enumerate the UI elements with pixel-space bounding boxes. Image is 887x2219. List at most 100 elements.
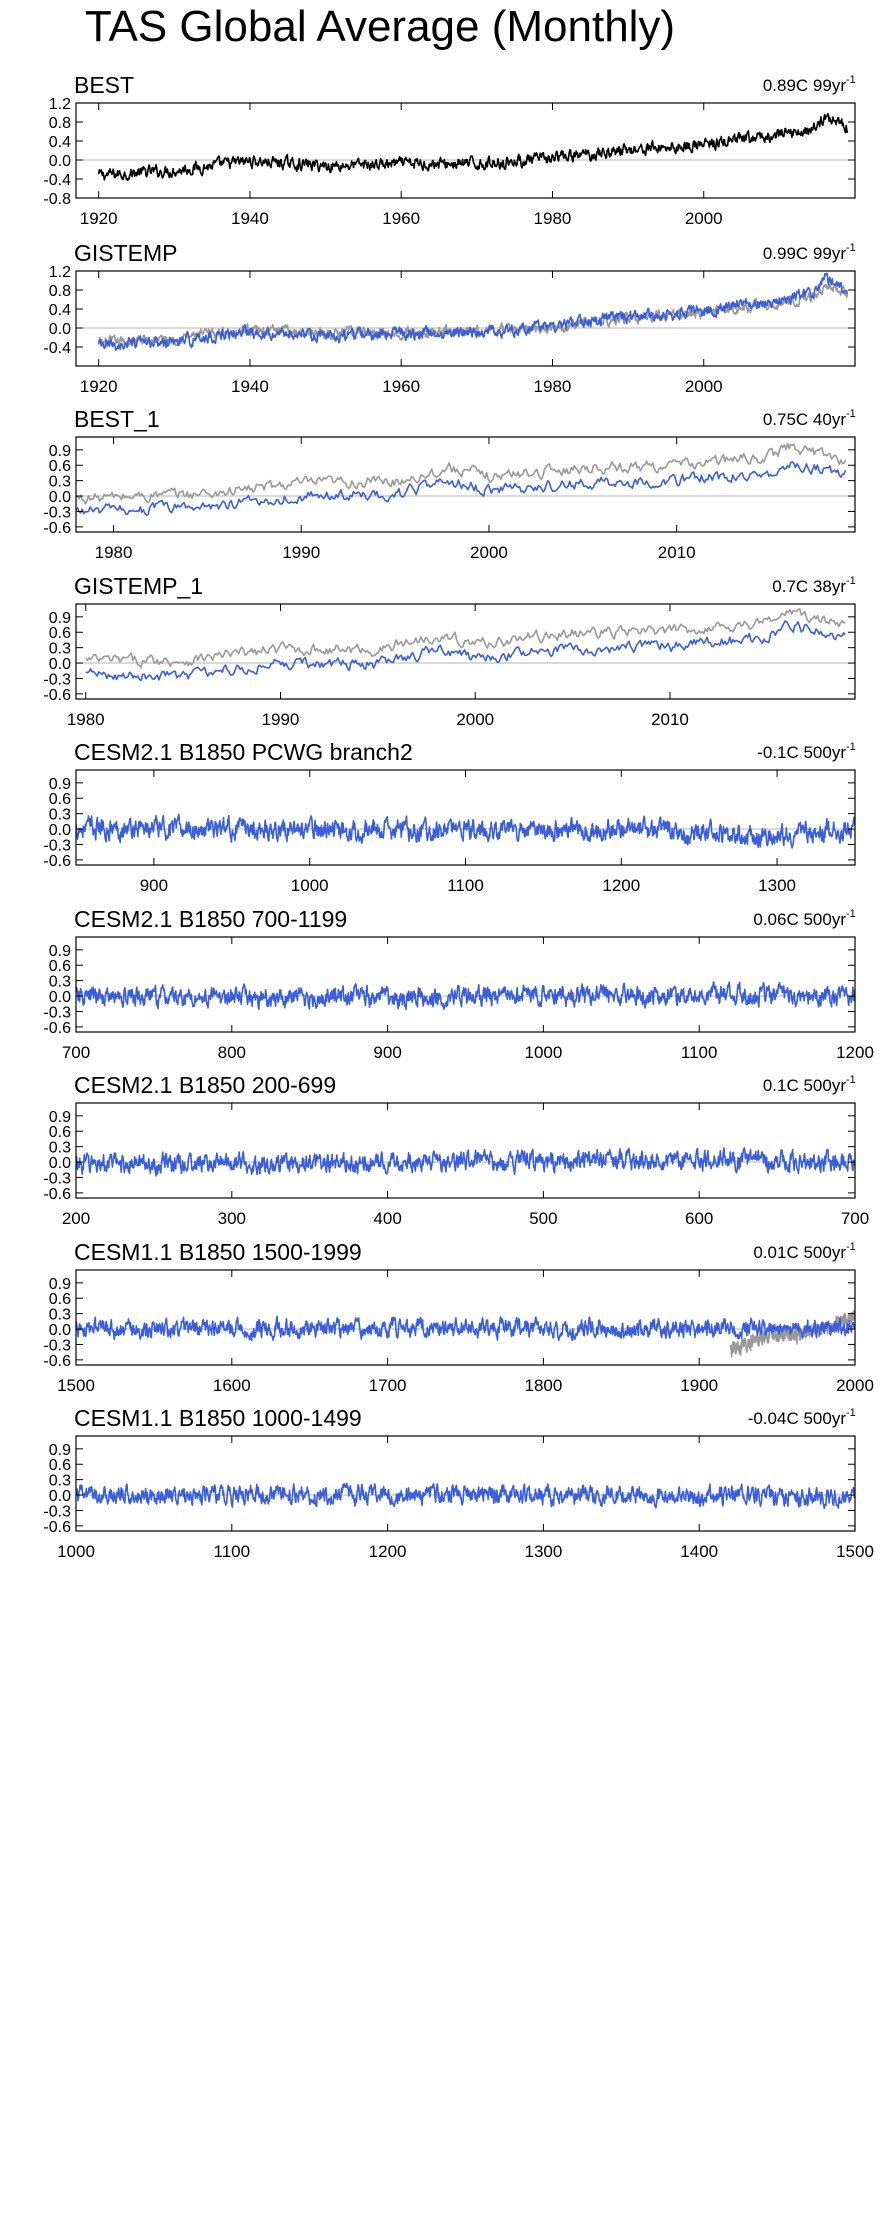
x-tick-label: 400 — [373, 1209, 401, 1228]
plot-frame — [75, 603, 856, 700]
series-line — [76, 981, 855, 1011]
x-tick-label: 1600 — [213, 1376, 251, 1395]
trend-label: 0.01C 500yr — [753, 1243, 846, 1262]
panel-title: GISTEMP — [74, 240, 178, 266]
panel-title: BEST_1 — [74, 406, 160, 432]
panel-title: CESM2.1 B1850 200-699 — [74, 1072, 336, 1098]
trend-label: 0.06C 500yr — [753, 910, 846, 929]
x-tick-label: 2000 — [685, 209, 723, 228]
x-tick-label: 1960 — [382, 209, 420, 228]
chart-panel: CESM2.1 B1850 200-699 0.1C 500yr -1 -0.6-0.… — [43, 1072, 869, 1228]
panel-title: CESM1.1 B1850 1000-1499 — [74, 1405, 362, 1431]
chart-panel: GISTEMP 0.99C 99yr -1 -0.4 0.0 0.4 0.8 1.2 1920 1… — [43, 240, 855, 396]
x-tick-label: 1990 — [282, 543, 320, 562]
plot-frame — [75, 102, 856, 199]
x-tick-label: 1100 — [681, 1043, 718, 1062]
x-tick-label: 1940 — [231, 377, 269, 396]
panel-title: GISTEMP_1 — [74, 573, 203, 599]
x-tick-label: 1000 — [57, 1542, 95, 1561]
chart-panel: CESM1.1 B1850 1500-1999 0.01C 500yr -1 -0.6… — [43, 1239, 873, 1395]
x-tick-label: 800 — [218, 1043, 246, 1062]
x-tick-label: 700 — [841, 1209, 869, 1228]
y-tick-label: 0.0 — [49, 656, 71, 673]
series-line — [97, 272, 849, 352]
plot-frame — [75, 436, 856, 533]
chart-panel: CESM2.1 B1850 700-1199 0.06C 500yr -1 -0.6-… — [43, 906, 873, 1062]
y-tick-label: 1.2 — [49, 96, 71, 113]
x-tick-label: 1800 — [524, 1376, 562, 1395]
x-tick-label: 1000 — [524, 1043, 562, 1062]
plot-frame — [75, 1435, 856, 1532]
x-tick-label: 1200 — [602, 876, 640, 895]
y-tick-label: 0.6 — [49, 1457, 71, 1474]
x-tick-label: 1200 — [369, 1542, 407, 1561]
trend-label: -0.1C 500yr — [757, 743, 846, 762]
x-tick-label: 1960 — [382, 377, 420, 396]
series-line — [76, 1315, 855, 1342]
y-tick-label: -0.6 — [43, 687, 71, 704]
chart-panel: BEST_1 0.75C 40yr -1 -0.6-0.30.00.30.60.9 19… — [43, 406, 855, 562]
panel-title: BEST — [74, 72, 134, 98]
y-tick-label: -0.6 — [43, 520, 71, 537]
series-line — [76, 1147, 855, 1177]
y-tick-label: 0.6 — [49, 1291, 71, 1308]
y-tick-label: 0.0 — [49, 1155, 71, 1172]
x-tick-label: 1300 — [524, 1542, 562, 1561]
trend-exponent: -1 — [846, 1241, 856, 1253]
y-tick-label: 0.6 — [49, 958, 71, 975]
y-tick-label: -0.6 — [43, 853, 71, 870]
trend-label: -0.04C 500yr — [748, 1409, 847, 1428]
series-line — [76, 461, 847, 517]
series-line — [76, 442, 847, 505]
y-tick-label: -0.6 — [43, 1353, 71, 1370]
y-tick-label: 0.0 — [49, 153, 71, 170]
y-tick-label: 0.9 — [49, 443, 71, 460]
chart-panel: BEST 0.89C 99yr -1 -0.8 -0.4 0.0 0.4 0.8 1.2 1920… — [43, 72, 855, 228]
x-tick-label: 600 — [685, 1209, 713, 1228]
y-tick-label: 0.3 — [49, 1140, 71, 1157]
x-tick-label: 1940 — [231, 209, 269, 228]
y-tick-label: 0.4 — [49, 134, 71, 151]
plot-frame — [75, 769, 856, 866]
y-tick-label: -0.8 — [43, 191, 71, 208]
x-tick-label: 2000 — [836, 1376, 874, 1395]
chart-panel: GISTEMP_1 0.7C 38yr -1 -0.6-0.30.00.30.60.9… — [43, 573, 855, 729]
x-tick-label: 200 — [62, 1209, 90, 1228]
y-tick-label: 0.9 — [49, 943, 71, 960]
y-tick-label: -0.3 — [43, 1170, 71, 1187]
y-tick-label: 0.9 — [49, 776, 71, 793]
y-tick-label: 0.9 — [49, 1276, 71, 1293]
x-tick-label: 1500 — [57, 1376, 95, 1395]
y-tick-label: 1.2 — [49, 264, 71, 281]
trend-label: 0.99C 99yr — [763, 244, 846, 263]
y-tick-label: 0.9 — [49, 1109, 71, 1126]
y-tick-label: 0.8 — [49, 115, 71, 132]
x-tick-label: 300 — [218, 1209, 246, 1228]
panel-title: CESM2.1 B1850 700-1199 — [74, 906, 347, 932]
trend-label: 0.75C 40yr — [763, 410, 846, 429]
y-tick-label: 0.0 — [49, 1488, 71, 1505]
x-tick-label: 2000 — [456, 710, 494, 729]
x-tick-label: 1900 — [680, 1376, 718, 1395]
y-tick-label: -0.4 — [43, 340, 71, 357]
y-tick-label: 0.0 — [49, 989, 71, 1006]
y-tick-label: 0.3 — [49, 1307, 71, 1324]
trend-exponent: -1 — [846, 242, 856, 254]
y-tick-label: 0.3 — [49, 1473, 71, 1490]
x-tick-label: 1000 — [291, 876, 329, 895]
x-tick-label: 1920 — [80, 209, 118, 228]
trend-exponent: -1 — [846, 1407, 856, 1419]
panel-title: CESM2.1 B1850 PCWG branch2 — [74, 739, 413, 765]
trend-label: 0.1C 500yr — [763, 1076, 846, 1095]
x-tick-label: 1980 — [534, 209, 572, 228]
y-tick-label: -0.6 — [43, 1519, 71, 1536]
y-tick-label: -0.3 — [43, 1337, 71, 1354]
series-line — [76, 813, 855, 849]
plot-frame — [75, 1269, 856, 1366]
y-tick-label: 0.9 — [49, 1442, 71, 1459]
y-tick-label: 0.6 — [49, 458, 71, 475]
y-tick-label: 0.3 — [49, 974, 71, 991]
trend-label: 0.7C 38yr — [772, 577, 846, 596]
plot-frame — [75, 270, 856, 367]
